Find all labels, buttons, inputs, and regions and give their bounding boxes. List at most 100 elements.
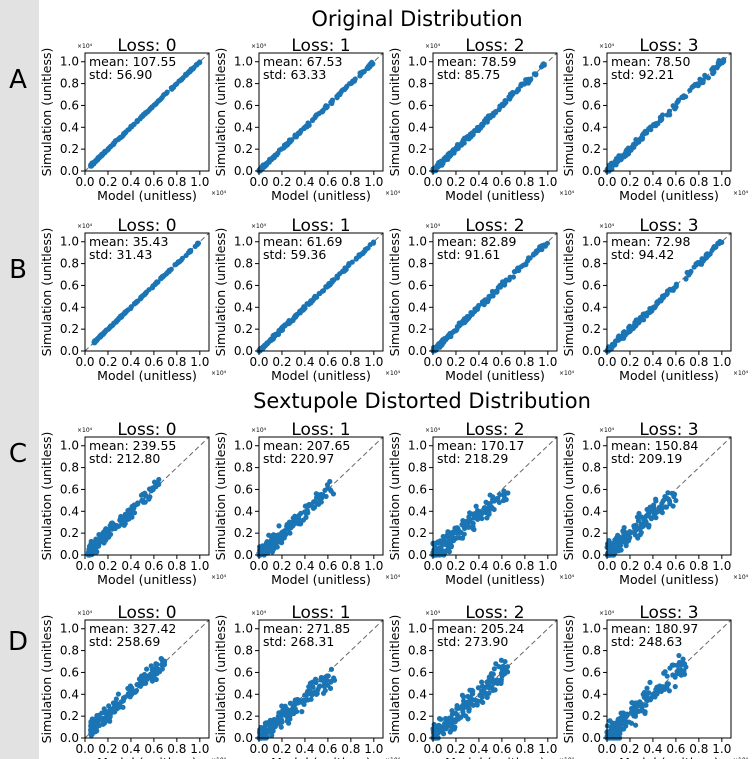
x-tick-label: 0.6 (666, 175, 685, 189)
y-tick-label: 0.2 (60, 526, 79, 540)
y-exponent-label: ×10⁴ (77, 43, 93, 50)
x-exponent-label: ×10⁴ (733, 190, 749, 197)
y-tick-label: 0.6 (582, 278, 601, 292)
x-exponent-label: ×10⁴ (211, 757, 227, 759)
std-annotation: std: 248.63 (611, 634, 682, 649)
x-axis-label: Model (unitless) (97, 368, 197, 383)
x-tick-label: 0.6 (318, 355, 337, 369)
data-point (621, 720, 627, 727)
y-tick-label: 1.0 (408, 235, 427, 249)
data-point (487, 492, 493, 498)
panel-title: Loss: 1 (291, 420, 350, 440)
data-point (129, 691, 135, 698)
x-tick-label: 0.4 (469, 355, 488, 369)
y-tick-label: 1.0 (408, 622, 427, 636)
x-tick-label: 1.0 (190, 175, 209, 189)
data-point (631, 144, 637, 150)
y-tick-label: 0.4 (408, 504, 427, 518)
data-point (361, 68, 367, 75)
data-point (498, 657, 504, 663)
y-axis-label: Simulation (unitless) (39, 615, 54, 744)
data-point (322, 487, 328, 493)
data-point (93, 536, 99, 542)
y-tick-label: 0.2 (234, 142, 253, 156)
data-point (660, 684, 666, 690)
data-point (486, 293, 492, 300)
std-annotation: std: 59.36 (263, 247, 326, 262)
x-tick-label: 0.8 (341, 175, 360, 189)
data-point (526, 255, 532, 261)
data-point (197, 59, 203, 66)
data-point (453, 529, 459, 535)
y-tick-label: 0.2 (408, 526, 427, 540)
panel-title: Loss: 3 (639, 36, 698, 56)
data-point (142, 111, 148, 117)
data-point (176, 78, 182, 84)
y-tick-label: 0.2 (582, 322, 601, 336)
scatter-points (256, 666, 338, 741)
y-tick-label: 0.0 (582, 731, 601, 745)
y-tick-label: 0.4 (60, 300, 79, 314)
y-tick-label: 0.4 (582, 504, 601, 518)
data-point (138, 294, 144, 300)
data-point (166, 267, 172, 273)
x-exponent-label: ×10⁴ (733, 574, 749, 581)
data-point (96, 155, 102, 161)
data-point (715, 60, 721, 66)
y-tick-label: 0.0 (408, 344, 427, 358)
std-annotation: std: 212.80 (89, 451, 160, 466)
y-tick-label: 0.0 (408, 548, 427, 562)
x-tick-label: 0.2 (272, 742, 291, 756)
x-exponent-label: ×10⁴ (559, 574, 575, 581)
x-tick-label: 0.0 (249, 175, 268, 189)
data-point (436, 723, 442, 729)
data-point (316, 290, 322, 297)
data-point (272, 533, 279, 539)
x-tick-label: 0.2 (446, 355, 465, 369)
data-point (330, 278, 336, 284)
scatter-panel: 0.00.00.20.20.40.40.60.60.80.81.01.0×10⁴… (387, 420, 575, 587)
x-axis-label: Model (unitless) (445, 572, 545, 587)
data-point (101, 540, 107, 546)
data-point (334, 275, 340, 281)
data-point (330, 491, 337, 497)
data-point (510, 274, 517, 280)
data-point (297, 129, 303, 135)
data-point (120, 704, 126, 710)
x-tick-label: 0.2 (620, 175, 639, 189)
axes-frame (84, 619, 210, 739)
scatter-points (85, 476, 162, 558)
y-tick-label: 0.6 (60, 278, 79, 292)
x-tick-label: 0.4 (295, 175, 314, 189)
mean-annotation: mean: 327.42 (89, 621, 176, 636)
mean-annotation: mean: 78.50 (611, 54, 690, 69)
data-point (329, 97, 335, 103)
data-point (485, 507, 491, 513)
data-point (140, 676, 146, 682)
x-tick-label: 0.0 (249, 355, 268, 369)
x-tick-label: 0.0 (597, 559, 616, 573)
std-annotation: std: 273.90 (437, 634, 508, 649)
data-point (675, 98, 681, 104)
data-point (464, 313, 471, 320)
y-tick-label: 0.2 (234, 709, 253, 723)
data-point (89, 716, 95, 722)
data-point (647, 697, 654, 703)
mean-annotation: mean: 207.65 (263, 438, 350, 453)
data-point (672, 684, 678, 690)
scatter-points (91, 240, 202, 346)
data-point (100, 721, 106, 727)
data-point (286, 720, 292, 726)
y-tick-label: 0.0 (234, 164, 253, 178)
data-point (276, 523, 282, 529)
data-point (183, 252, 189, 259)
x-exponent-label: ×10⁴ (733, 757, 749, 759)
x-tick-label: 0.2 (98, 355, 117, 369)
data-point (665, 490, 671, 496)
data-point (328, 679, 334, 685)
data-point (90, 160, 97, 166)
data-point (511, 269, 518, 275)
x-tick-label: 0.6 (144, 742, 163, 756)
y-tick-label: 0.0 (582, 344, 601, 358)
x-tick-label: 0.0 (423, 742, 442, 756)
